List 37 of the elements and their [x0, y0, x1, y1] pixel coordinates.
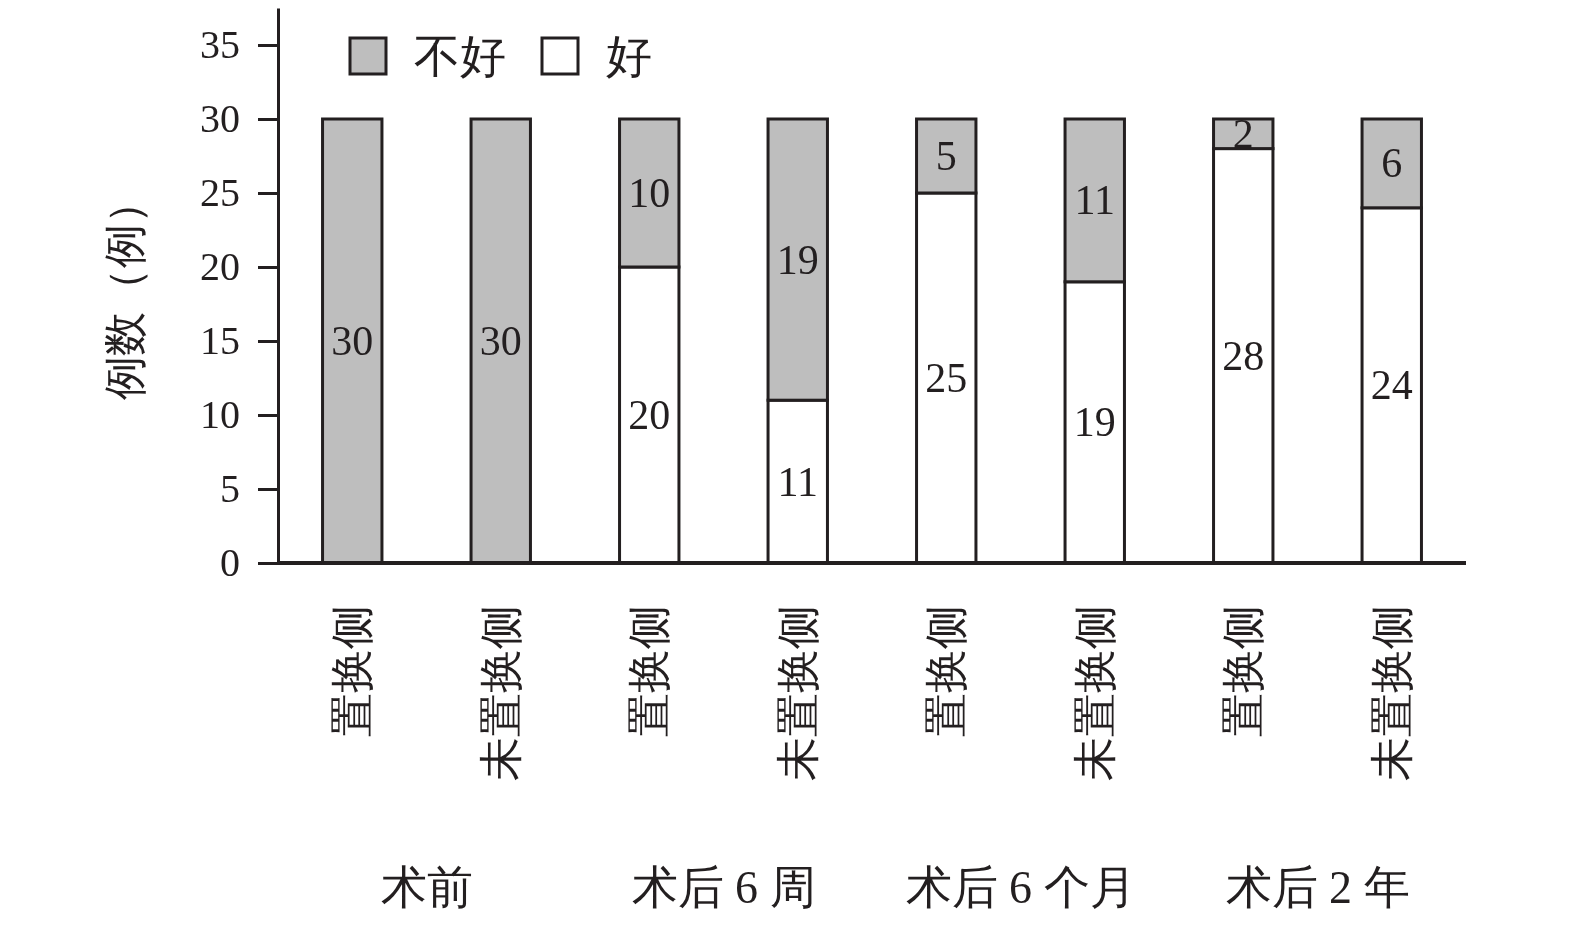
- data-label: 11: [777, 458, 818, 505]
- data-label: 2: [1232, 110, 1254, 157]
- y-tick-label: 10: [200, 392, 240, 438]
- data-label: 20: [628, 392, 671, 438]
- data-label: 30: [479, 318, 522, 364]
- x-tick-label: 置换侧: [922, 605, 972, 737]
- legend-label: 不好: [414, 31, 506, 82]
- legend-label: 好: [606, 31, 652, 82]
- data-label: 25: [925, 355, 968, 401]
- data-label: 30: [331, 318, 374, 364]
- text: 术后 6 个月: [905, 862, 1136, 913]
- data-label: 19: [776, 236, 819, 283]
- y-tick-label: 0: [220, 540, 240, 586]
- y-tick-label: 20: [200, 244, 240, 290]
- data-label: 10: [628, 170, 671, 216]
- x-tick-label: 未置换侧: [1367, 605, 1417, 781]
- y-axis-title: 例数（例）: [101, 180, 150, 400]
- y-tick-label: 5: [220, 466, 240, 512]
- y-tick-label: 35: [200, 22, 240, 68]
- y-tick-label: 25: [200, 170, 240, 216]
- y-tick-label: 15: [200, 318, 240, 364]
- data-label: 11: [1074, 177, 1115, 224]
- data-label: 5: [935, 133, 957, 179]
- x-tick-label: 未置换侧: [773, 605, 823, 781]
- x-tick-label: 未置换侧: [1070, 605, 1120, 781]
- x-tick-label: 置换侧: [328, 605, 378, 737]
- text: 术前: [380, 862, 473, 913]
- text: 术后 6 周: [631, 862, 816, 913]
- data-label: 24: [1370, 362, 1413, 409]
- x-tick-label: 未置换侧: [476, 605, 526, 781]
- y-tick-label: 30: [200, 96, 240, 142]
- x-tick-label: 置换侧: [625, 605, 675, 737]
- x-tick-label: 置换侧: [1219, 605, 1269, 737]
- data-label: 6: [1381, 140, 1403, 187]
- text: 术后 2 年: [1225, 862, 1410, 913]
- data-label: 19: [1073, 399, 1116, 446]
- data-label: 28: [1222, 332, 1265, 379]
